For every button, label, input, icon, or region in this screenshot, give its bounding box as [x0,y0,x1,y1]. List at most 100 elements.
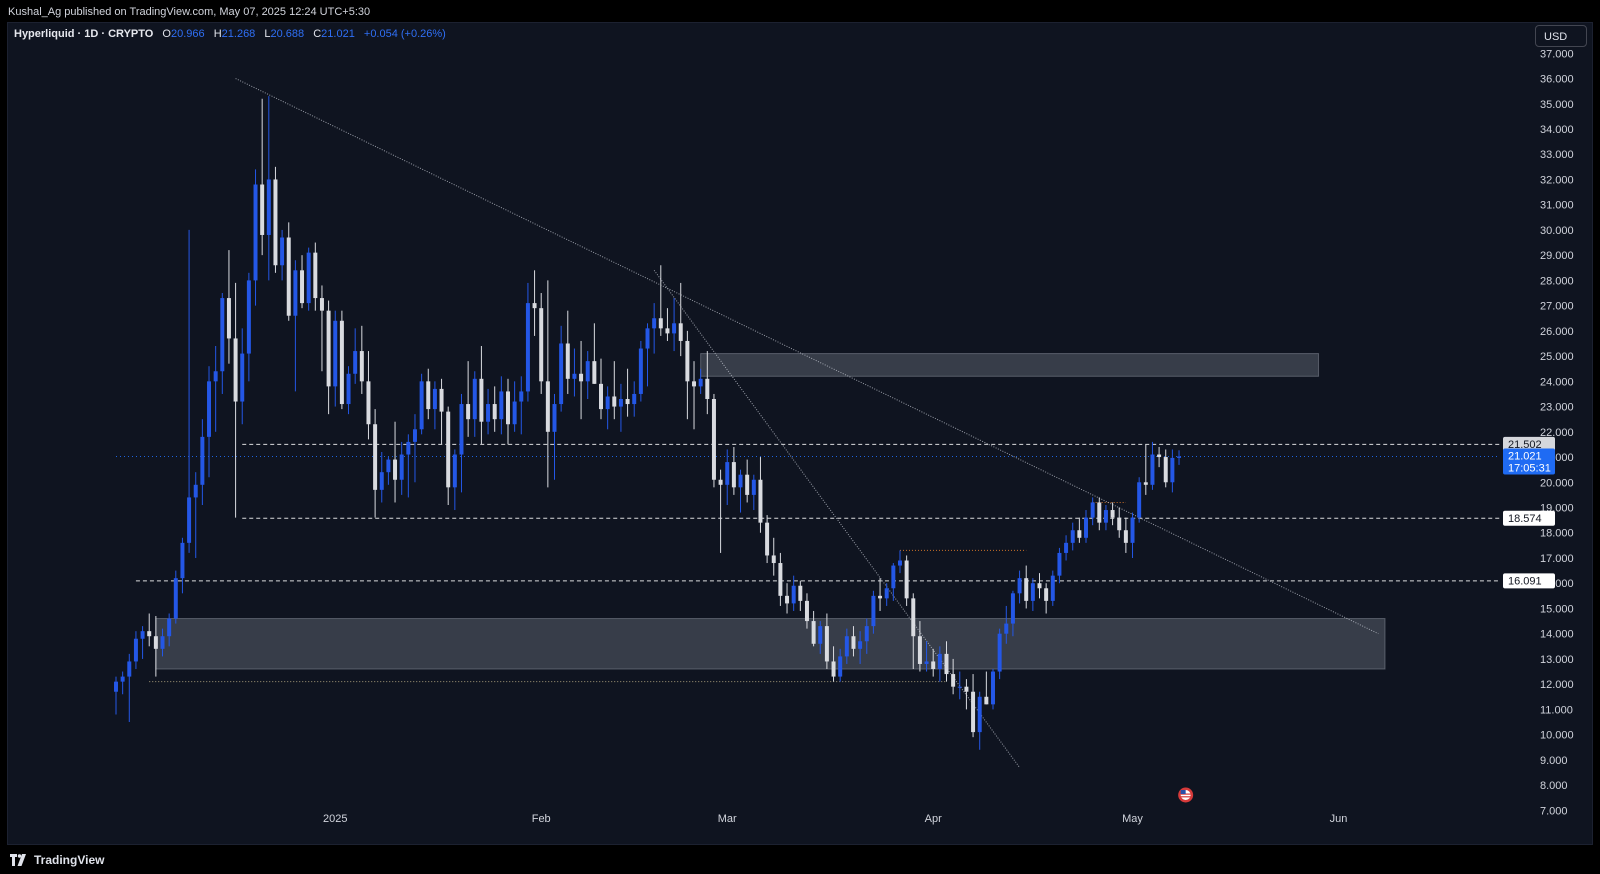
candle [293,260,298,392]
tradingview-logo-icon [10,854,26,866]
candle [672,298,677,352]
zone-box [700,353,1320,377]
currency-button[interactable]: USD [1535,25,1587,47]
price-tag-label: 21.021 [1508,451,1542,463]
candle [1177,450,1182,465]
candle-body [333,320,338,387]
candle [286,222,291,321]
candle-body [1150,454,1155,485]
candle [1037,573,1042,599]
candle [685,330,690,420]
candle-body [1044,588,1049,601]
candle-body [207,381,212,437]
y-axis-tick-label: 34.000 [1540,124,1574,136]
candle-body [858,641,863,649]
candle-body [665,328,670,334]
candle-body [911,598,916,637]
candle [393,421,398,503]
candle-body [1137,482,1142,518]
price-tag-label: 18.574 [1508,513,1542,525]
candle-body [366,381,371,425]
candle [253,169,258,306]
candle [851,626,856,657]
candle-body [1050,575,1055,601]
candle-body [1077,530,1082,538]
candle-body [499,391,504,420]
candle [1157,446,1162,468]
candle-body [1157,454,1162,458]
candle-body [200,436,205,485]
candle-body [572,373,577,379]
low-value: 20.688 [270,28,305,40]
candle [379,451,384,503]
candle [1130,512,1135,558]
y-axis-tick-label: 35.000 [1540,99,1574,111]
candle [612,361,617,420]
candle-body [1030,583,1035,601]
candle-body [698,378,703,387]
candle [240,328,245,425]
candle [678,282,683,357]
y-axis-tick-label: 32.000 [1540,174,1574,186]
candle-body [645,328,650,349]
candle-body [213,371,218,382]
candle [512,381,517,432]
price-tag-box [1503,448,1555,475]
price-tag-label: 21.502 [1508,439,1542,451]
candle-body [1017,578,1022,594]
candle [991,669,995,710]
candle-body [844,636,849,657]
publish-line: Kushal_Ag published on TradingView.com, … [8,6,371,18]
candle [858,631,863,664]
candle-body [579,373,584,382]
us-flag-icon[interactable] [1178,787,1194,803]
candle-body [300,270,305,304]
chart-frame[interactable] [7,22,1593,845]
candle [798,580,803,611]
candle [200,419,205,505]
candle [1117,507,1122,538]
candle-body [114,681,118,692]
symbol-legend: Hyperliquid · 1D · CRYPTO O20.966 H21.26… [14,28,446,40]
candle [452,449,457,511]
candle-body [1177,456,1182,458]
candle-body [632,393,637,405]
candle [439,378,444,445]
candle [147,613,152,647]
candle-body [678,323,683,341]
candle [731,446,736,495]
candle [359,325,364,394]
symbol-name: Hyperliquid · 1D · CRYPTO [14,28,154,40]
candle [306,247,311,311]
candle [167,613,172,647]
candle-body [904,560,909,599]
candle-body [386,459,391,473]
candle [525,282,530,402]
candle-body [778,563,783,596]
candle-body [937,653,942,670]
candle-body [545,381,550,432]
candle [625,368,630,417]
x-axis-tick-label: Apr [925,813,942,825]
candle-body [486,404,491,422]
candle-body [180,542,185,579]
candle-body [878,595,883,599]
candle [1137,477,1142,523]
candle [1110,502,1115,526]
candle-body [977,696,982,733]
candle [1090,497,1095,526]
candle [831,646,836,682]
candle-body [725,462,730,485]
candle-body [731,462,736,488]
candle [479,346,484,445]
candle [698,368,703,394]
flag-stripe [1180,796,1191,798]
y-axis-tick-label: 14.000 [1540,629,1574,641]
candle [871,590,876,634]
tradingview-logo[interactable]: TradingView [10,853,104,867]
candle [213,346,218,432]
candle [193,472,198,558]
price-tag: 18.574 [1503,510,1555,526]
candle [924,641,929,672]
